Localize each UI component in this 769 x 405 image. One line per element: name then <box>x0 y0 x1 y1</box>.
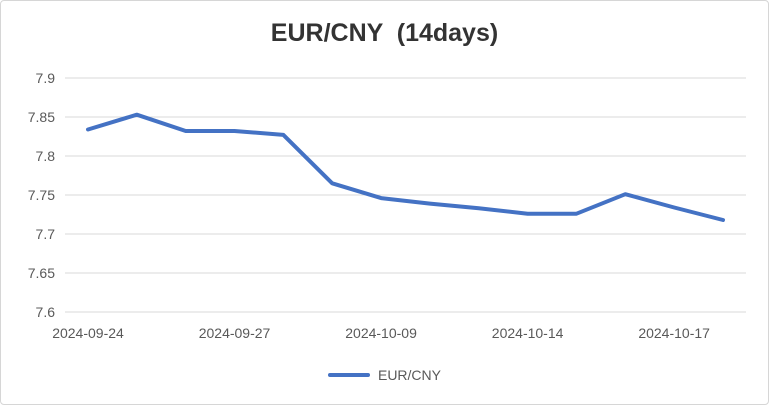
y-tick-label: 7.6 <box>36 304 56 320</box>
y-tick-label: 7.7 <box>36 226 56 242</box>
x-tick-label: 2024-09-24 <box>52 325 124 341</box>
legend-label: EUR/CNY <box>377 367 441 383</box>
y-tick-label: 7.9 <box>36 70 56 86</box>
legend: EUR/CNY <box>1 367 768 383</box>
chart-title: EUR/CNY (14days) <box>270 19 499 47</box>
y-tick-label: 7.75 <box>28 187 55 203</box>
series-line-0 <box>86 112 725 222</box>
legend-swatch <box>327 373 370 377</box>
x-tick-label: 2024-10-17 <box>638 325 710 341</box>
y-tick-label: 7.85 <box>28 109 55 125</box>
x-tick-label: 2024-10-14 <box>492 325 564 341</box>
x-tick-label: 2024-10-09 <box>345 325 417 341</box>
x-tick-label: 2024-09-27 <box>199 325 271 341</box>
y-tick-label: 7.65 <box>28 265 55 281</box>
y-tick-label: 7.8 <box>36 148 56 164</box>
